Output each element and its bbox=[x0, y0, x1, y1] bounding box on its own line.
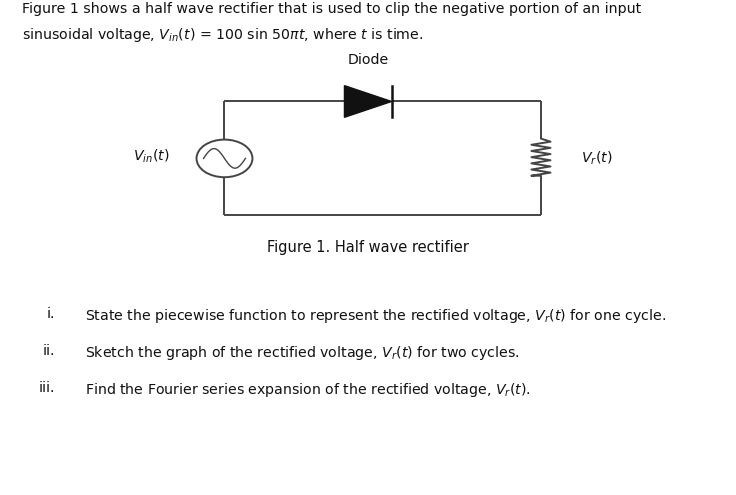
Text: State the piecewise function to represent the rectified voltage, $V_r(t)$ for on: State the piecewise function to represen… bbox=[85, 307, 665, 325]
Text: i.: i. bbox=[46, 307, 55, 321]
Text: Sketch the graph of the rectified voltage, $V_r(t)$ for two cycles.: Sketch the graph of the rectified voltag… bbox=[85, 344, 519, 362]
Text: sinusoidal voltage, $V_{in}(t)$ = 100 sin 50$\pi t$, where $t$ is time.: sinusoidal voltage, $V_{in}(t)$ = 100 si… bbox=[22, 26, 423, 44]
Polygon shape bbox=[344, 86, 392, 117]
Text: Figure 1. Half wave rectifier: Figure 1. Half wave rectifier bbox=[267, 240, 469, 255]
Text: $V_r(t)$: $V_r(t)$ bbox=[581, 149, 613, 167]
Text: iii.: iii. bbox=[39, 381, 55, 395]
Text: Diode: Diode bbox=[347, 53, 389, 67]
Text: ii.: ii. bbox=[43, 344, 55, 358]
Text: Find the Fourier series expansion of the rectified voltage, $V_r(t)$.: Find the Fourier series expansion of the… bbox=[85, 381, 531, 399]
Text: $V_{in}(t)$: $V_{in}(t)$ bbox=[132, 147, 169, 165]
Text: Figure 1 shows a half wave rectifier that is used to clip the negative portion o: Figure 1 shows a half wave rectifier tha… bbox=[22, 2, 641, 16]
